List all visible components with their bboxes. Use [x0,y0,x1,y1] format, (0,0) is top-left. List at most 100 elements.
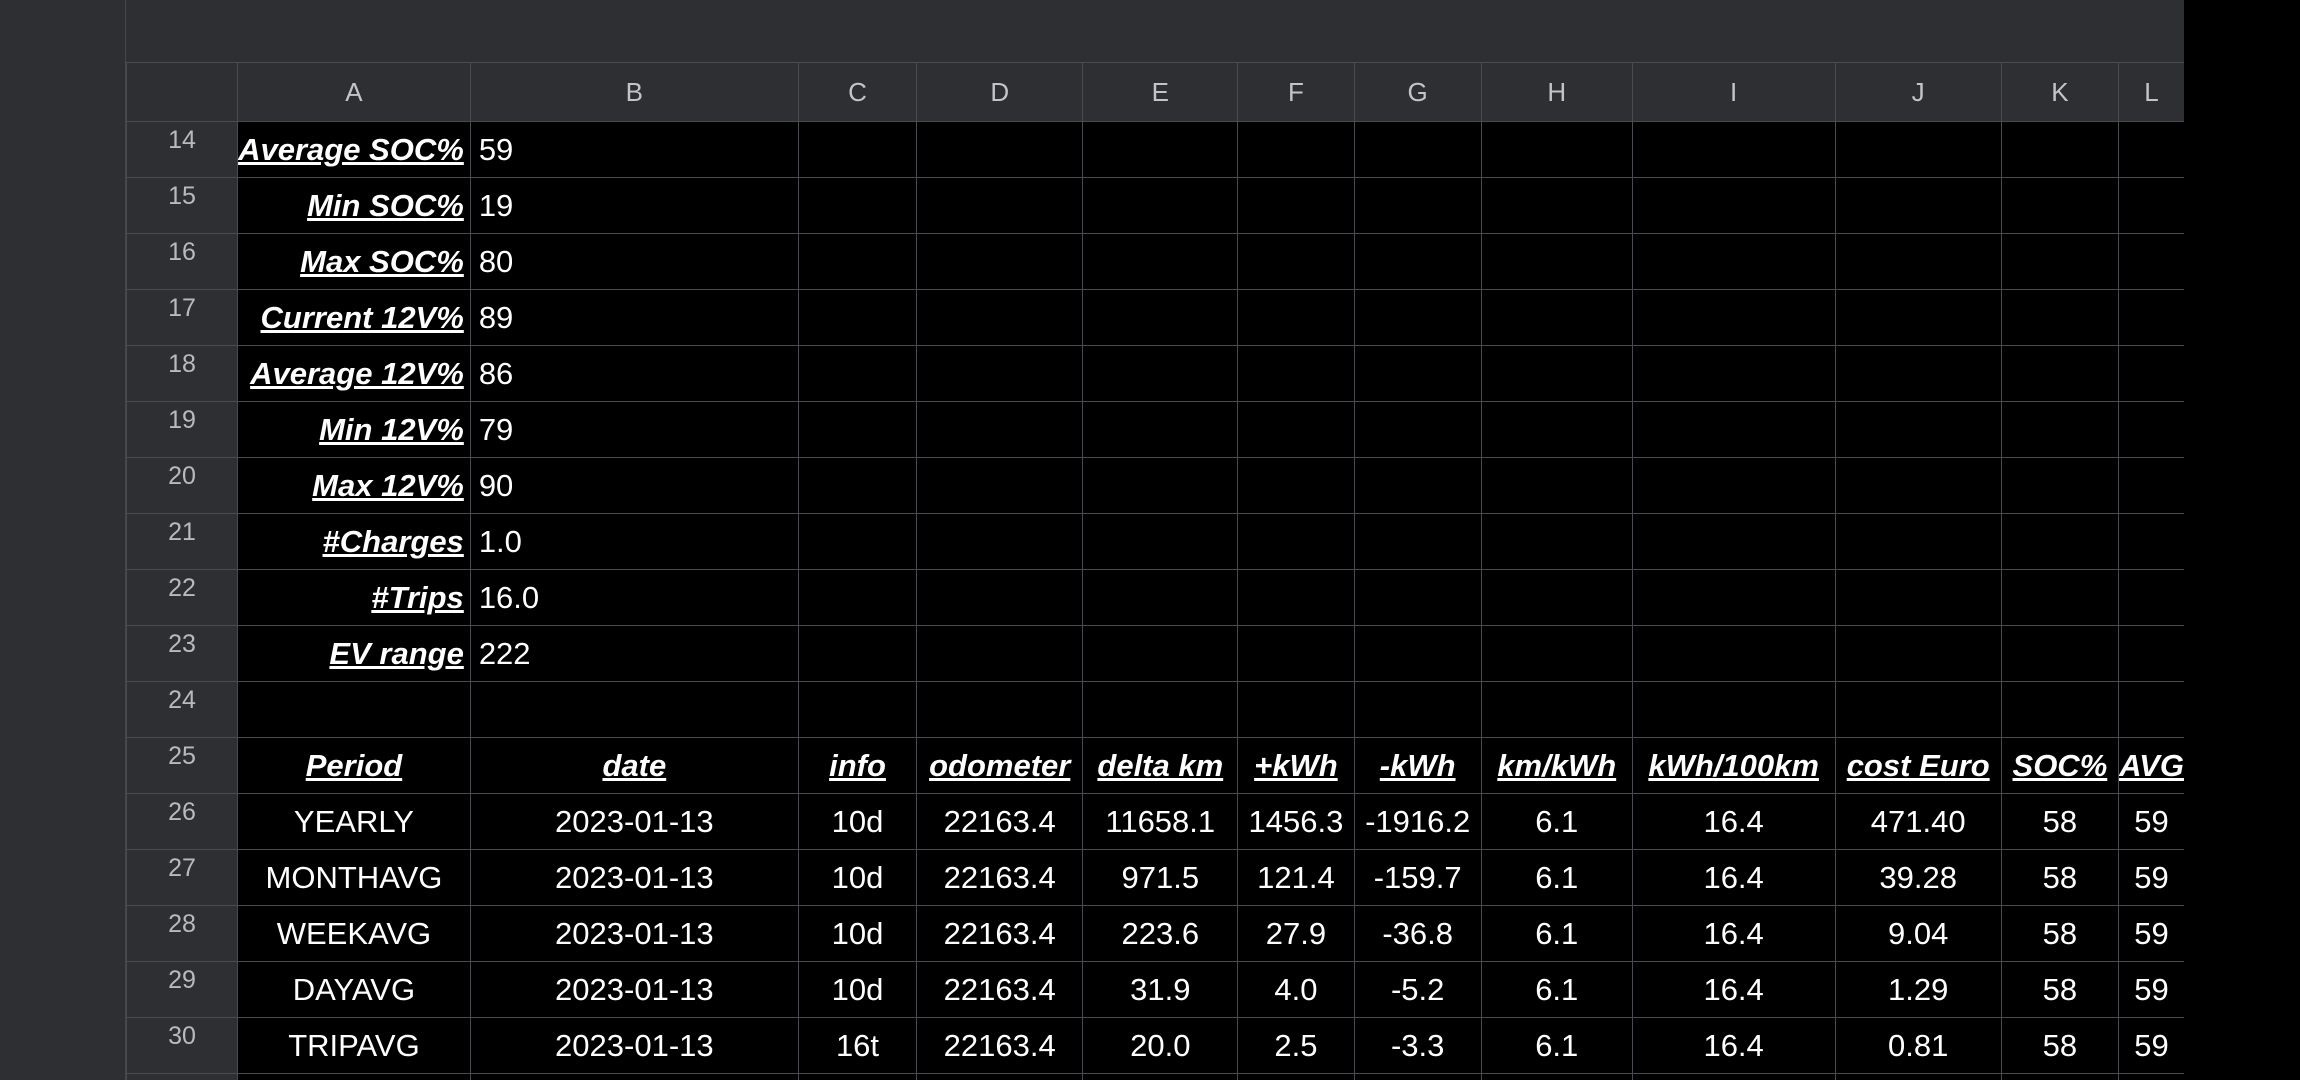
empty-cell[interactable] [1082,457,1239,514]
data-cell[interactable]: 22163.4 [916,1073,1084,1080]
data-cell[interactable]: 58 [2000,793,2120,850]
data-cell[interactable]: 10d [797,905,918,962]
empty-cell[interactable] [2118,401,2185,458]
data-cell[interactable]: 12.91 [1834,1073,2002,1080]
empty-cell[interactable] [1353,289,1482,346]
data-cell[interactable]: MONTHAVG [237,849,471,906]
data-cell[interactable]: 16.4 [1631,1073,1836,1080]
data-cell[interactable]: 22163.4 [916,793,1084,850]
empty-cell[interactable] [797,457,918,514]
summary-label-cell[interactable]: Current 12V% [237,289,471,346]
column-title-cell[interactable]: Period [237,737,471,794]
row-header[interactable]: 26 [126,793,239,850]
column-header-f[interactable]: F [1237,62,1355,122]
data-cell[interactable]: 59 [2118,793,2185,850]
summary-label-cell[interactable]: EV range [237,625,471,682]
empty-cell[interactable] [1353,401,1482,458]
empty-cell[interactable] [1353,177,1482,234]
empty-cell[interactable] [1631,177,1836,234]
column-header-l[interactable]: L [2118,62,2185,122]
empty-cell[interactable] [1631,121,1836,178]
empty-cell[interactable] [1353,121,1482,178]
column-title-cell[interactable]: -kWh [1353,737,1482,794]
data-cell[interactable]: 10d [797,793,918,850]
row-header[interactable]: 21 [126,513,239,570]
data-cell[interactable]: 971.5 [1082,849,1239,906]
empty-cell[interactable] [1480,121,1633,178]
data-cell[interactable]: 2023-01-13 [469,961,799,1018]
data-cell[interactable]: -36.8 [1353,905,1482,962]
row-header[interactable]: 20 [126,457,239,514]
empty-cell[interactable] [2000,569,2120,626]
row-header[interactable]: 18 [126,345,239,402]
column-header-c[interactable]: C [797,62,918,122]
empty-cell[interactable] [2118,289,2185,346]
empty-cell[interactable] [1834,681,2002,738]
column-header-d[interactable]: D [916,62,1084,122]
data-cell[interactable]: 39.9 [1237,1073,1355,1080]
row-header[interactable]: 19 [126,401,239,458]
data-cell[interactable]: 6.1 [1480,849,1633,906]
empty-cell[interactable] [1480,625,1633,682]
row-header[interactable]: 30 [126,1017,239,1074]
summary-label-cell[interactable]: #Trips [237,569,471,626]
empty-cell[interactable] [1480,289,1633,346]
empty-cell[interactable] [2000,177,2120,234]
column-header-j[interactable]: J [1834,62,2002,122]
data-cell[interactable]: 0.81 [1834,1017,2002,1074]
column-title-cell[interactable]: delta km [1082,737,1239,794]
summary-label-cell[interactable]: Min SOC% [237,177,471,234]
data-cell[interactable]: 2023-01-13 [469,1017,799,1074]
empty-cell[interactable] [1834,289,2002,346]
data-cell[interactable]: -159.7 [1353,849,1482,906]
data-cell[interactable]: 6.1 [1480,1073,1633,1080]
empty-cell[interactable] [916,625,1084,682]
empty-cell[interactable] [1237,401,1355,458]
data-cell[interactable]: -3.3 [1353,1017,1482,1074]
empty-cell[interactable] [1353,513,1482,570]
column-header-e[interactable]: E [1082,62,1239,122]
empty-cell[interactable] [797,625,918,682]
summary-value-cell[interactable]: 89 [469,289,799,346]
empty-cell[interactable] [916,121,1084,178]
data-cell[interactable]: 58 [2000,1073,2120,1080]
empty-cell[interactable] [2000,513,2120,570]
data-cell[interactable]: 16.4 [1631,849,1836,906]
empty-cell[interactable] [1237,345,1355,402]
data-cell[interactable]: 58 [2000,905,2120,962]
empty-cell[interactable] [1237,177,1355,234]
empty-cell[interactable] [1082,233,1239,290]
data-cell[interactable]: 59 [2118,849,2185,906]
row-header[interactable]: 31 [126,1073,239,1080]
empty-cell[interactable] [916,233,1084,290]
empty-cell[interactable] [237,681,471,738]
data-cell[interactable]: 223.6 [1082,905,1239,962]
empty-cell[interactable] [2118,513,2185,570]
row-header[interactable]: 17 [126,289,239,346]
data-cell[interactable]: -5.2 [1353,961,1482,1018]
data-cell[interactable]: 319.4 [1082,1073,1239,1080]
empty-cell[interactable] [1353,345,1482,402]
data-cell[interactable]: 2023-01-13 [469,793,799,850]
data-cell[interactable]: 22163.4 [916,961,1084,1018]
empty-cell[interactable] [2118,457,2185,514]
empty-cell[interactable] [1237,681,1355,738]
empty-cell[interactable] [2118,681,2185,738]
data-cell[interactable]: WEEKAVG [237,905,471,962]
empty-cell[interactable] [1353,625,1482,682]
empty-cell[interactable] [1480,345,1633,402]
row-header[interactable]: 22 [126,569,239,626]
data-cell[interactable]: 6.1 [1480,905,1633,962]
empty-cell[interactable] [2118,121,2185,178]
empty-cell[interactable] [1082,513,1239,570]
data-cell[interactable]: 10d [797,961,918,1018]
data-cell[interactable]: 16.4 [1631,961,1836,1018]
empty-cell[interactable] [1353,569,1482,626]
empty-cell[interactable] [2000,625,2120,682]
empty-cell[interactable] [2000,289,2120,346]
data-cell[interactable]: 1456.3 [1237,793,1355,850]
empty-cell[interactable] [797,345,918,402]
data-cell[interactable]: YEAR [237,1073,471,1080]
empty-cell[interactable] [1082,625,1239,682]
